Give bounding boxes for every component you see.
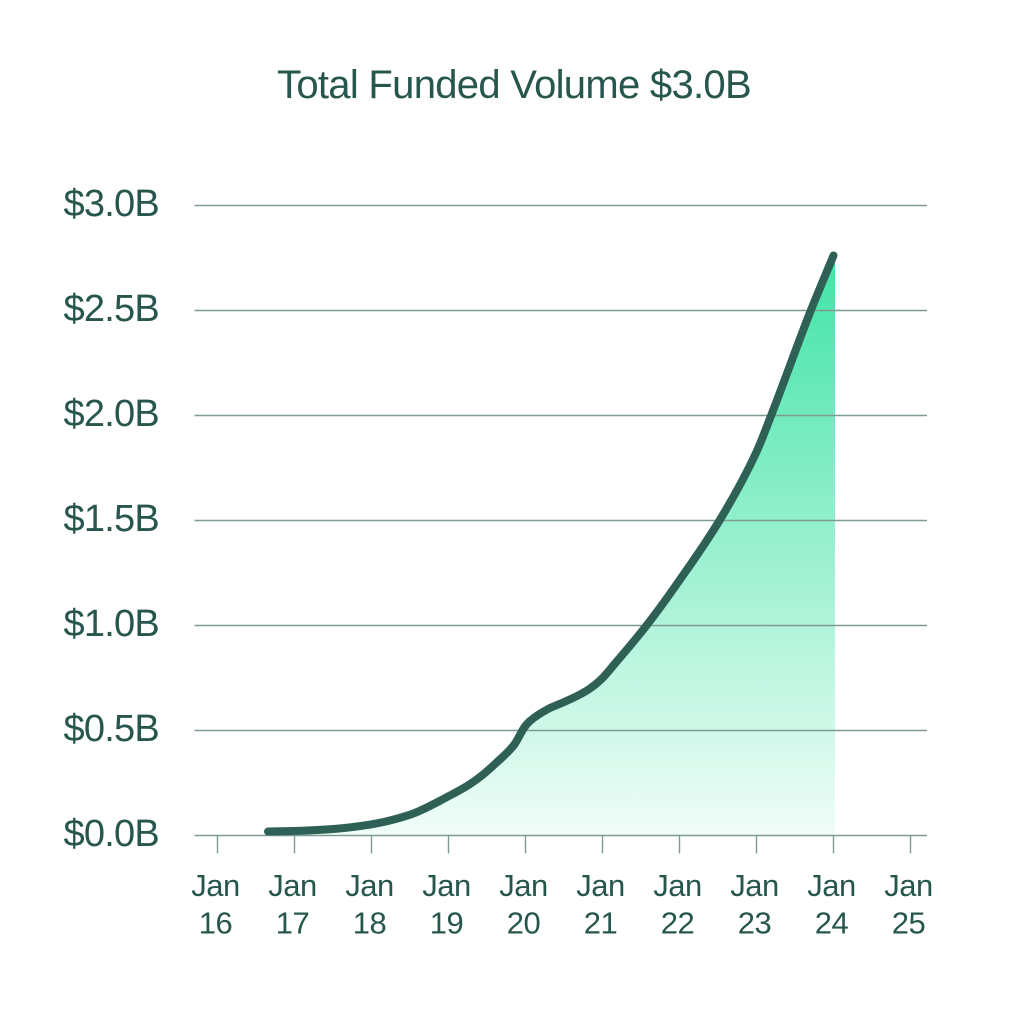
svg-text:18: 18 — [353, 906, 386, 941]
svg-text:$1.5B: $1.5B — [63, 498, 159, 540]
svg-text:20: 20 — [507, 906, 541, 941]
svg-text:23: 23 — [738, 906, 771, 941]
svg-text:Jan: Jan — [499, 868, 547, 903]
svg-text:$0.5B: $0.5B — [63, 708, 159, 750]
svg-text:$3.0B: $3.0B — [63, 183, 159, 225]
svg-text:17: 17 — [276, 906, 309, 941]
svg-text:24: 24 — [815, 906, 849, 941]
svg-text:$0.0B: $0.0B — [63, 813, 159, 855]
svg-text:16: 16 — [199, 906, 232, 941]
svg-text:Jan: Jan — [191, 868, 239, 903]
svg-text:Total Funded Volume $3.0B: Total Funded Volume $3.0B — [277, 63, 751, 107]
svg-text:$2.0B: $2.0B — [63, 393, 159, 435]
svg-text:21: 21 — [584, 906, 617, 941]
svg-text:Jan: Jan — [884, 868, 932, 903]
svg-text:Jan: Jan — [345, 868, 393, 903]
svg-text:Jan: Jan — [576, 868, 624, 903]
svg-text:Jan: Jan — [653, 868, 701, 903]
svg-text:$2.5B: $2.5B — [63, 288, 159, 330]
svg-text:19: 19 — [430, 906, 463, 941]
svg-text:Jan: Jan — [268, 868, 316, 903]
svg-text:Jan: Jan — [807, 868, 855, 903]
svg-text:22: 22 — [661, 906, 694, 941]
svg-text:Jan: Jan — [422, 868, 470, 903]
svg-text:25: 25 — [892, 906, 925, 941]
svg-text:Jan: Jan — [730, 868, 778, 903]
svg-text:$1.0B: $1.0B — [63, 603, 159, 645]
